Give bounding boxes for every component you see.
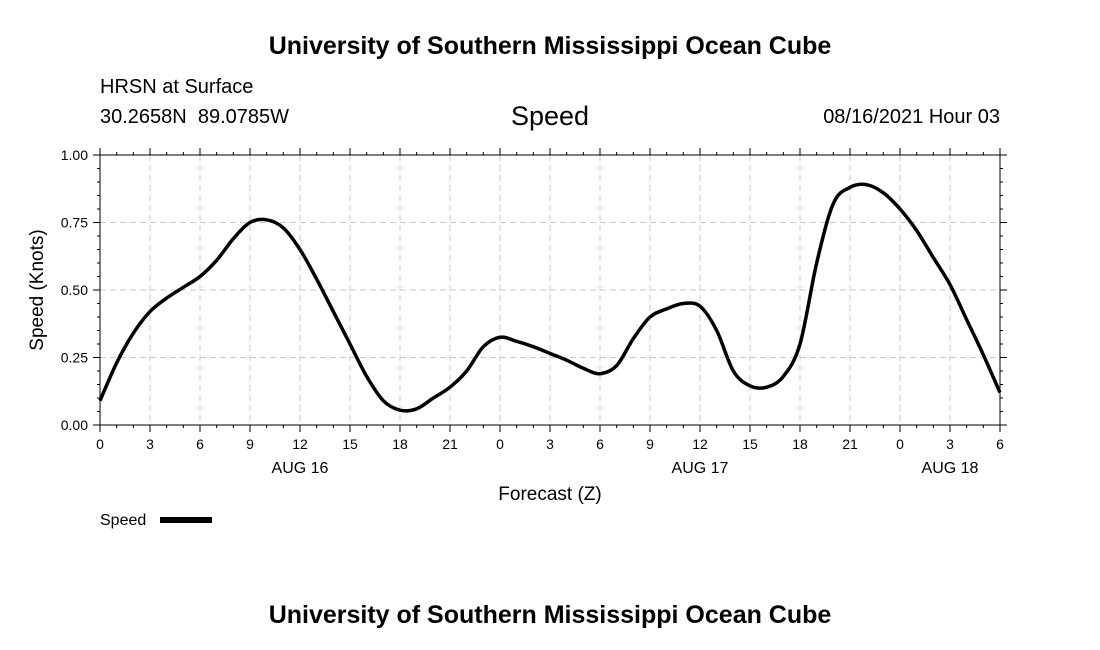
page-title: University of Southern Mississippi Ocean…: [268, 32, 832, 60]
x-tick-label: 12: [292, 436, 308, 452]
date-label: AUG 17: [672, 460, 729, 477]
y-axis-title: Speed (Knots): [27, 229, 48, 350]
station-label: HRSN at Surface: [100, 76, 254, 98]
date-label: AUG 16: [272, 460, 329, 477]
y-tick-label: 0.00: [61, 417, 88, 433]
x-tick-label: 18: [792, 436, 808, 452]
x-tick-label: 21: [842, 436, 858, 452]
x-tick-label: 6: [196, 436, 204, 452]
x-tick-label: 0: [496, 436, 504, 452]
series-layer: [98, 182, 1002, 413]
x-tick-label: 0: [896, 436, 904, 452]
x-tick-label: 6: [996, 436, 1004, 452]
x-tick-label: 3: [946, 436, 954, 452]
legend-label: Speed: [100, 512, 146, 529]
x-tick-label: 9: [246, 436, 254, 452]
grid-layer: [100, 155, 1000, 425]
x-tick-label: 15: [342, 436, 358, 452]
y-tick-label: 1.00: [61, 147, 88, 163]
x-tick-label: 0: [96, 436, 104, 452]
x-tick-label: 12: [692, 436, 708, 452]
y-tick-label: 0.50: [61, 282, 88, 298]
x-axis-title: Forecast (Z): [498, 484, 601, 505]
legend-swatch: [160, 517, 212, 523]
axes-layer: [93, 148, 1007, 432]
x-tick-label: 9: [646, 436, 654, 452]
date-label: AUG 18: [922, 460, 979, 477]
datetime-label: 08/16/2021 Hour 03: [823, 106, 1000, 128]
labels-layer: 0.00 0.25 0.50 0.75 1.00 0 3 6 9 12 15 18 21 0 3 6 9 12 15…: [61, 147, 1004, 477]
x-tick-label: 18: [392, 436, 408, 452]
speed-series-line: [98, 182, 1002, 413]
x-tick-label: 3: [146, 436, 154, 452]
footer-title: University of Southern Mississippi Ocean…: [268, 601, 832, 629]
coordinates-label: 30.2658N 89.0785W: [100, 106, 290, 128]
y-tick-label: 0.75: [61, 215, 88, 231]
x-tick-label: 15: [742, 436, 758, 452]
x-tick-label: 6: [596, 436, 604, 452]
x-tick-label: 3: [546, 436, 554, 452]
y-tick-label: 0.25: [61, 350, 88, 366]
x-tick-label: 21: [442, 436, 458, 452]
chart-title: Speed: [510, 101, 590, 131]
